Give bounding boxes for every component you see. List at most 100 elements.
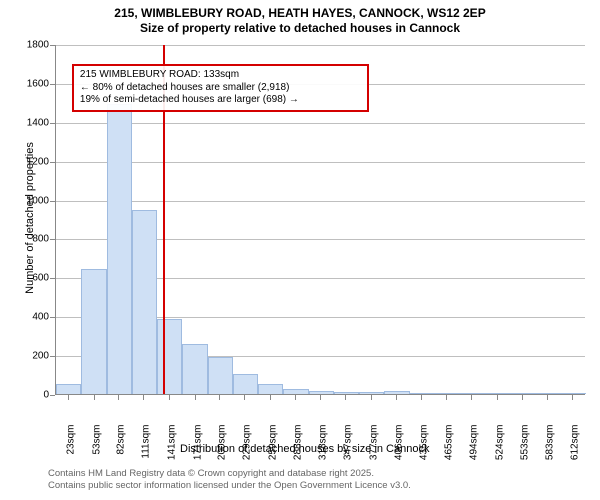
xtick-mark (471, 395, 472, 400)
ytick-mark (50, 317, 55, 318)
xtick-label: 494sqm (469, 425, 480, 465)
ytick-label: 800 (32, 234, 49, 245)
footer-line1: Contains HM Land Registry data © Crown c… (48, 468, 600, 480)
xtick-mark (94, 395, 95, 400)
callout-line1: 215 WIMBLEBURY ROAD: 133sqm (80, 69, 361, 82)
callout-line2: ← 80% of detached houses are smaller (2,… (80, 82, 361, 95)
histogram-bar (157, 319, 182, 394)
xtick-label: 229sqm (242, 425, 253, 465)
xtick-mark (421, 395, 422, 400)
ytick-label: 1600 (27, 78, 49, 89)
gridline (56, 162, 585, 163)
xtick-mark (143, 395, 144, 400)
xtick-label: 406sqm (393, 425, 404, 465)
xtick-mark (295, 395, 296, 400)
ytick-mark (50, 356, 55, 357)
xtick-mark (195, 395, 196, 400)
xtick-mark (345, 395, 346, 400)
xtick-label: 377sqm (368, 425, 379, 465)
xtick-label: 553sqm (519, 425, 530, 465)
title-line2: Size of property relative to detached ho… (0, 21, 600, 36)
title-line1: 215, WIMBLEBURY ROAD, HEATH HAYES, CANNO… (0, 6, 600, 21)
histogram-bar (81, 269, 106, 394)
histogram-bar (561, 393, 586, 394)
xtick-label: 111sqm (141, 425, 152, 465)
footer-attribution: Contains HM Land Registry data © Crown c… (0, 468, 600, 492)
xtick-mark (497, 395, 498, 400)
xtick-label: 141sqm (166, 425, 177, 465)
ytick-label: 0 (43, 390, 49, 401)
histogram-bar (359, 392, 384, 394)
xtick-label: 171sqm (192, 425, 203, 465)
histogram-bar (309, 391, 334, 394)
ytick-label: 1800 (27, 40, 49, 51)
ytick-label: 200 (32, 351, 49, 362)
xtick-mark (244, 395, 245, 400)
xtick-label: 318sqm (318, 425, 329, 465)
histogram-bar (384, 391, 409, 394)
histogram-bar (410, 393, 435, 394)
ytick-mark (50, 45, 55, 46)
xtick-mark (219, 395, 220, 400)
gridline (56, 123, 585, 124)
xtick-label: 53sqm (91, 425, 102, 465)
histogram-bar (460, 393, 485, 394)
histogram-bar (334, 392, 359, 394)
histogram-bar (132, 210, 157, 394)
xtick-mark (270, 395, 271, 400)
xtick-mark (169, 395, 170, 400)
histogram-bar (283, 389, 308, 394)
histogram-bar (536, 393, 561, 394)
plot-area: 215 WIMBLEBURY ROAD: 133sqm← 80% of deta… (55, 45, 585, 395)
xtick-label: 435sqm (418, 425, 429, 465)
ytick-label: 600 (32, 273, 49, 284)
xtick-mark (547, 395, 548, 400)
xtick-mark (446, 395, 447, 400)
xtick-mark (68, 395, 69, 400)
histogram-bar (485, 393, 510, 394)
xtick-label: 288sqm (292, 425, 303, 465)
histogram-bar (208, 357, 233, 394)
xtick-label: 583sqm (545, 425, 556, 465)
histogram-bar (107, 104, 132, 394)
xtick-mark (396, 395, 397, 400)
plot-inner: 215 WIMBLEBURY ROAD: 133sqm← 80% of deta… (56, 45, 585, 394)
histogram-bar (182, 344, 207, 394)
chart-title: 215, WIMBLEBURY ROAD, HEATH HAYES, CANNO… (0, 0, 600, 36)
histogram-bar (56, 384, 81, 394)
xtick-mark (118, 395, 119, 400)
ytick-label: 1400 (27, 117, 49, 128)
ytick-mark (50, 201, 55, 202)
callout-line3: 19% of semi-detached houses are larger (… (80, 94, 361, 107)
ytick-label: 400 (32, 312, 49, 323)
callout-box: 215 WIMBLEBURY ROAD: 133sqm← 80% of deta… (72, 64, 369, 112)
ytick-mark (50, 162, 55, 163)
ytick-mark (50, 395, 55, 396)
xtick-label: 465sqm (444, 425, 455, 465)
xtick-label: 82sqm (116, 425, 127, 465)
xtick-label: 612sqm (570, 425, 581, 465)
gridline (56, 201, 585, 202)
histogram-bar (233, 374, 258, 394)
footer-line2: Contains public sector information licen… (48, 480, 600, 492)
ytick-label: 1000 (27, 195, 49, 206)
chart-container: 215, WIMBLEBURY ROAD, HEATH HAYES, CANNO… (0, 0, 600, 500)
ytick-mark (50, 84, 55, 85)
xtick-label: 200sqm (217, 425, 228, 465)
ytick-mark (50, 239, 55, 240)
xtick-mark (572, 395, 573, 400)
xtick-mark (320, 395, 321, 400)
xtick-mark (371, 395, 372, 400)
xtick-label: 23sqm (65, 425, 76, 465)
histogram-bar (511, 393, 536, 394)
ytick-label: 1200 (27, 156, 49, 167)
ytick-mark (50, 278, 55, 279)
gridline (56, 45, 585, 46)
histogram-bar (258, 384, 283, 394)
xtick-label: 259sqm (267, 425, 278, 465)
xtick-mark (522, 395, 523, 400)
ytick-mark (50, 123, 55, 124)
xtick-label: 524sqm (494, 425, 505, 465)
histogram-bar (435, 393, 460, 394)
xtick-label: 347sqm (343, 425, 354, 465)
